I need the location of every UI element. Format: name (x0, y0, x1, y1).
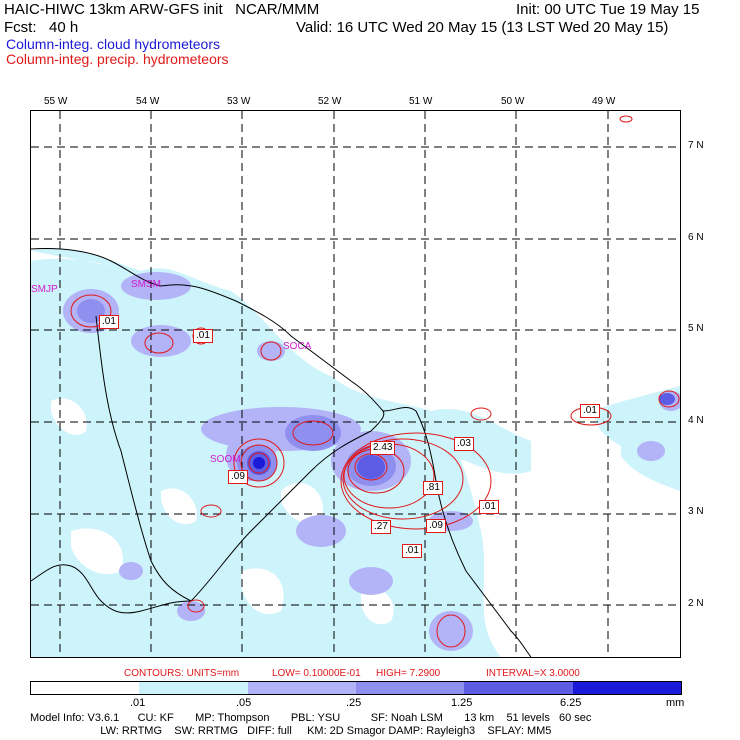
lat-label: 4 N (688, 415, 704, 426)
map-panel: SMJP SMSM SOCA SOOM .01 .01 .01 2.43 .03… (30, 110, 681, 658)
legend-swatch (247, 682, 356, 694)
legend-swatch (572, 682, 681, 694)
legend-tick: .01 (130, 697, 146, 709)
color-legend-bar (30, 681, 682, 695)
contour-high: HIGH= 7.2900 (376, 668, 441, 679)
contour-label: .81 (423, 481, 443, 495)
lat-label: 5 N (688, 323, 704, 334)
contour-label: .01 (402, 544, 422, 558)
contour-label: .01 (99, 315, 119, 329)
station-label: SOOM (210, 454, 241, 465)
contour-label: .01 (479, 500, 499, 514)
contour-label: .09 (228, 470, 248, 484)
contour-label: .01 (193, 329, 213, 343)
precip-field-label: Column-integ. precip. hydrometeors (6, 51, 229, 67)
lon-label: 51 W (409, 96, 433, 107)
lat-label: 3 N (688, 506, 704, 517)
lon-label: 49 W (592, 96, 616, 107)
lon-label: 54 W (136, 96, 160, 107)
lat-label: 6 N (688, 232, 704, 243)
lon-label: 53 W (227, 96, 251, 107)
legend-swatch (355, 682, 465, 694)
legend-unit: mm (666, 697, 685, 709)
lon-label: 50 W (501, 96, 525, 107)
forecast-hour: Fcst: 40 h (4, 19, 79, 36)
legend-tick: 1.25 (451, 697, 473, 709)
contour-interval: INTERVAL=X 3.0000 (486, 668, 580, 679)
contour-low: LOW= 0.10000E-01 (272, 668, 361, 679)
valid-time: Valid: 16 UTC Wed 20 May 15 (13 LST Wed … (296, 19, 669, 36)
station-label: SOCA (283, 341, 312, 352)
legend-swatch (464, 682, 573, 694)
cloud-peak-areas (253, 457, 265, 469)
contour-label: 2.43 (370, 441, 396, 455)
legend-swatch (31, 682, 140, 694)
lat-label: 2 N (688, 598, 704, 609)
cloud-field-label: Column-integ. cloud hydrometeors (6, 36, 220, 52)
lat-label: 7 N (688, 140, 704, 151)
contour-label: .03 (454, 437, 474, 451)
legend-tick: 6.25 (560, 697, 582, 709)
contour-label: .09 (426, 519, 446, 533)
contour-label: .01 (580, 404, 600, 418)
model-info-line1: Model Info: V3.6.1 CU: KF MP: Thompson P… (30, 712, 592, 724)
legend-swatch (139, 682, 248, 694)
coastlines (31, 248, 532, 657)
station-label: SMJP (31, 284, 58, 295)
lon-label: 55 W (44, 96, 68, 107)
legend-tick: .25 (346, 697, 362, 709)
cloud-gaps (31, 251, 394, 625)
legend-tick: .05 (236, 697, 252, 709)
station-label: SMSM (131, 279, 161, 290)
contour-label: .27 (371, 520, 391, 534)
lon-label: 52 W (318, 96, 342, 107)
contour-units: CONTOURS: UNITS=mm (124, 668, 240, 679)
init-time: Init: 00 UTC Tue 19 May 15 (516, 1, 700, 18)
lat-lon-grid (31, 111, 680, 657)
map-canvas (31, 111, 680, 657)
plot-title: HAIC-HIWC 13km ARW-GFS init NCAR/MMM (4, 1, 320, 18)
model-info-line2: LW: RRTMG SW: RRTMG DIFF: full KM: 2D Sm… (30, 725, 552, 737)
